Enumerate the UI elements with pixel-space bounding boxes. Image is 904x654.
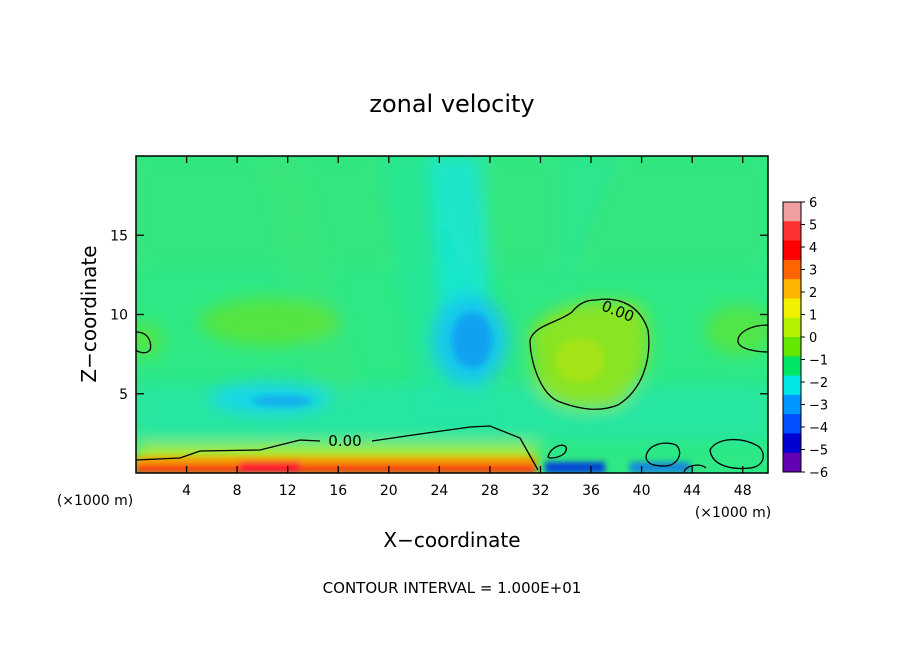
colorbar-swatch xyxy=(783,240,801,261)
contour-right-edge xyxy=(737,324,768,353)
colorbar-swatch xyxy=(783,202,801,222)
x-unit-left: (×1000 m) xyxy=(57,493,133,509)
colorbar-swatch xyxy=(783,433,801,454)
y-tick-label: 5 xyxy=(119,387,128,403)
x-tick-label: 24 xyxy=(430,483,448,499)
colorbar-swatch xyxy=(783,337,801,357)
colorbar-tick-label: −3 xyxy=(809,399,828,414)
x-tick-label: 36 xyxy=(582,483,600,499)
x-tick-label: 20 xyxy=(380,483,398,499)
x-axis: 4 8 12 16 20 24 28 32 36 40 44 48 xyxy=(182,156,752,499)
y-axis-title: Z−coordinate xyxy=(77,245,101,382)
colorbar-tick-label: −5 xyxy=(809,444,828,459)
contour-label-surface: 0.00 xyxy=(328,432,361,450)
colorbar-swatch xyxy=(783,356,801,377)
x-tick-label: 40 xyxy=(633,483,651,499)
colorbar-tick-label: 1 xyxy=(809,309,817,324)
x-tick-label: 32 xyxy=(532,483,550,499)
x-tick-label: 16 xyxy=(329,483,347,499)
contour-small-2 xyxy=(645,442,681,467)
colorbar-tick-label: 3 xyxy=(809,264,817,279)
colorbar: 6 5 4 3 2 1 0 −1 −2 −3 −4 −5 −6 xyxy=(782,196,828,481)
colorbar-tick-label: 6 xyxy=(809,196,817,211)
colorbar-swatch xyxy=(783,259,801,280)
y-tick-label: 15 xyxy=(110,228,128,244)
colorbar-tick-label: 4 xyxy=(809,241,817,256)
colorbar-tick-label: −2 xyxy=(809,376,828,391)
colorbar-swatch xyxy=(783,452,801,473)
x-unit-right: (×1000 m) xyxy=(695,505,771,521)
colorbar-swatch xyxy=(783,221,801,242)
colorbar-swatch xyxy=(783,279,801,299)
colorbar-tick-label: 2 xyxy=(809,286,817,301)
contour-left-edge xyxy=(136,331,152,354)
x-axis-title: X−coordinate xyxy=(383,528,520,552)
x-tick-label: 8 xyxy=(233,483,242,499)
x-tick-label: 12 xyxy=(279,483,297,499)
colorbar-swatch xyxy=(783,394,801,415)
colorbar-tick-label: −4 xyxy=(809,421,828,436)
colorbar-tick-label: 0 xyxy=(809,331,817,346)
colorbar-tick-label: 5 xyxy=(809,219,817,234)
colorbar-tick-label: −6 xyxy=(809,466,828,481)
y-tick-label: 10 xyxy=(110,308,128,324)
contour-surface xyxy=(136,425,539,471)
zero-contours xyxy=(136,298,768,473)
plot-area xyxy=(136,156,768,473)
contour-small-1 xyxy=(547,444,567,459)
colorbar-swatch xyxy=(783,375,801,396)
colorbar-swatch xyxy=(783,414,801,434)
x-tick-label: 48 xyxy=(734,483,752,499)
x-tick-label: 44 xyxy=(683,483,701,499)
contour-small-3 xyxy=(709,439,764,470)
colorbar-swatch xyxy=(783,298,801,319)
x-tick-label: 28 xyxy=(481,483,499,499)
contour-interval-footer: CONTOUR INTERVAL = 1.000E+01 xyxy=(323,579,582,597)
colorbar-swatch xyxy=(783,317,801,338)
contour-right-blob xyxy=(529,298,650,410)
colorbar-tick-label: −1 xyxy=(809,354,828,369)
field-cores xyxy=(136,312,690,473)
contour-small-4 xyxy=(683,464,707,473)
x-tick-label: 4 xyxy=(182,483,191,499)
y-axis: 5 10 15 xyxy=(110,228,768,403)
chart-title: zonal velocity xyxy=(369,90,534,118)
